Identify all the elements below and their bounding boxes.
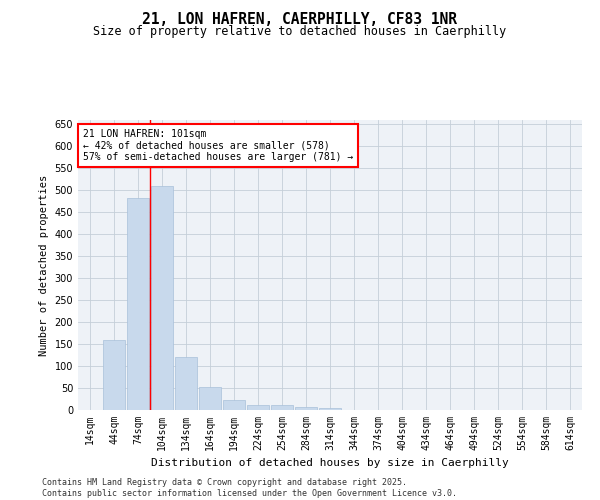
Text: Size of property relative to detached houses in Caerphilly: Size of property relative to detached ho… xyxy=(94,24,506,38)
Bar xyxy=(151,186,173,410)
Bar xyxy=(295,407,317,410)
X-axis label: Distribution of detached houses by size in Caerphilly: Distribution of detached houses by size … xyxy=(151,458,509,468)
Text: Contains HM Land Registry data © Crown copyright and database right 2025.
Contai: Contains HM Land Registry data © Crown c… xyxy=(42,478,457,498)
Bar xyxy=(223,400,245,410)
Bar xyxy=(103,340,125,410)
Bar xyxy=(247,405,269,410)
Text: 21, LON HAFREN, CAERPHILLY, CF83 1NR: 21, LON HAFREN, CAERPHILLY, CF83 1NR xyxy=(143,12,458,28)
Bar xyxy=(271,405,293,410)
Text: 21 LON HAFREN: 101sqm
← 42% of detached houses are smaller (578)
57% of semi-det: 21 LON HAFREN: 101sqm ← 42% of detached … xyxy=(83,128,353,162)
Bar xyxy=(319,408,341,410)
Y-axis label: Number of detached properties: Number of detached properties xyxy=(39,174,49,356)
Bar xyxy=(199,387,221,410)
Bar xyxy=(127,198,149,410)
Bar xyxy=(175,358,197,410)
